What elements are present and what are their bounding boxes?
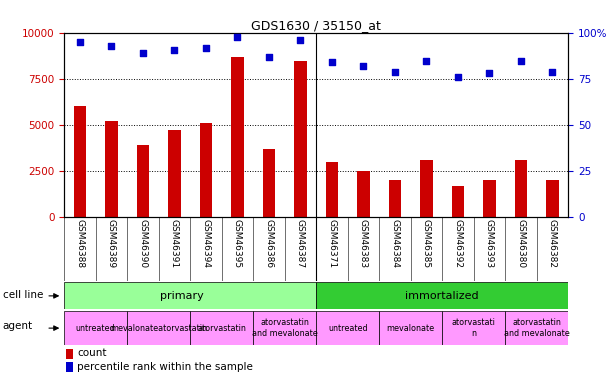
Point [516,57,526,63]
Text: agent: agent [2,321,33,332]
Bar [168,130,181,217]
Bar [66,362,73,372]
Text: mevalonate: mevalonate [387,324,435,333]
Text: GSM46382: GSM46382 [548,219,557,268]
Point [547,69,557,75]
Text: GSM46380: GSM46380 [516,219,525,268]
Point [138,50,148,56]
Text: GSM46395: GSM46395 [233,219,242,268]
Point [296,38,306,44]
Bar [326,162,338,217]
Point [106,43,116,49]
Text: GSM46394: GSM46394 [202,219,210,268]
Text: untreated: untreated [76,324,115,333]
Text: GSM46385: GSM46385 [422,219,431,268]
Text: GSM46387: GSM46387 [296,219,305,268]
Text: atorvastatin
and mevalonate: atorvastatin and mevalonate [252,318,318,338]
Bar [253,311,316,345]
Text: GSM46389: GSM46389 [107,219,116,268]
Bar [452,186,464,217]
Point [201,45,211,51]
Bar [66,349,73,358]
Bar [127,311,190,345]
Point [169,46,179,53]
Bar [483,180,496,217]
Text: GSM46391: GSM46391 [170,219,179,268]
Text: GSM46388: GSM46388 [75,219,84,268]
Bar [389,180,401,217]
Bar [64,311,127,345]
Bar [263,149,275,217]
Text: primary: primary [161,291,204,301]
Text: mevalonateatorvastatin: mevalonateatorvastatin [110,324,207,333]
Text: GSM46383: GSM46383 [359,219,368,268]
Text: GSM46392: GSM46392 [453,219,463,268]
Text: immortalized: immortalized [406,291,479,301]
Text: atorvastatin: atorvastatin [197,324,246,333]
Point [359,63,368,69]
Text: GSM46390: GSM46390 [139,219,147,268]
Bar [64,282,316,309]
Text: cell line: cell line [2,290,43,300]
Point [233,34,243,40]
Point [453,74,463,80]
Text: untreated: untreated [328,324,367,333]
Bar [316,282,568,309]
Point [264,54,274,60]
Point [75,39,85,45]
Point [422,57,431,63]
Text: GSM46386: GSM46386 [265,219,274,268]
Text: atorvastati
n: atorvastati n [452,318,496,338]
Bar [294,60,307,217]
Bar [73,106,86,217]
Point [390,69,400,75]
Bar [379,311,442,345]
Bar [442,311,505,345]
Bar [420,160,433,217]
Bar [357,171,370,217]
Bar [137,145,149,217]
Text: count: count [78,348,107,358]
Text: GSM46393: GSM46393 [485,219,494,268]
Bar [505,311,568,345]
Bar [514,160,527,217]
Text: atorvastatin
and mevalonate: atorvastatin and mevalonate [504,318,569,338]
Bar [546,180,559,217]
Point [327,59,337,65]
Title: GDS1630 / 35150_at: GDS1630 / 35150_at [251,19,381,32]
Text: GSM46384: GSM46384 [390,219,400,268]
Bar [190,311,253,345]
Point [485,70,494,76]
Bar [231,57,244,217]
Text: percentile rank within the sample: percentile rank within the sample [78,362,254,372]
Bar [200,123,212,217]
Text: GSM46371: GSM46371 [327,219,337,268]
Bar [316,311,379,345]
Bar [105,121,118,217]
